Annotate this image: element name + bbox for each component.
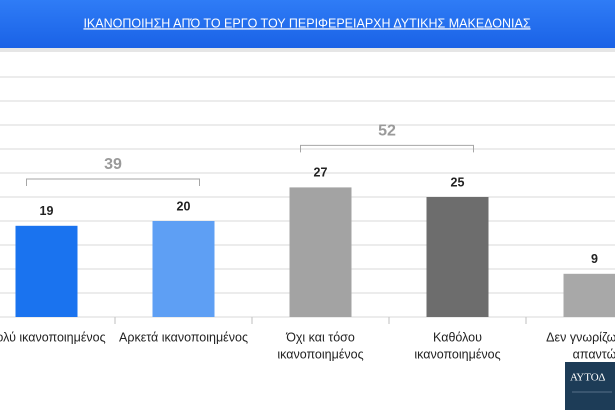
data-label: 25 — [451, 175, 465, 189]
x-tick-label: Όχι και τόσο — [285, 330, 355, 344]
logo: ΑΥΤΟΔ — [570, 372, 605, 384]
data-label: 20 — [177, 199, 191, 213]
x-tick-label: ικανοποιημένος — [277, 347, 363, 361]
group-bracket — [300, 144, 474, 153]
x-tick-label: Δεν γνωρίζω/ Δεν — [546, 330, 615, 344]
x-tick-label: ικανοποιημένος — [414, 347, 500, 361]
bar — [289, 187, 352, 317]
group-bracket — [26, 178, 200, 186]
group-total: 39 — [104, 156, 122, 173]
x-tick-label: Καθόλου — [433, 330, 482, 344]
data-label: 9 — [591, 252, 598, 266]
header-bar — [0, 0, 615, 48]
x-tick-label: Αρκετά ικανοποιημένος — [119, 330, 248, 344]
header-shadow — [0, 48, 615, 52]
logo-box — [565, 362, 615, 410]
bar — [15, 225, 78, 317]
chart-title: ΙΚΑΝΟΠΟΙΗΣΗ ΑΠΌ ΤΟ ΕΡΓΟ ΤΟΥ ΠΕΡΙΦΕΡΕΙΑΡΧ… — [83, 16, 530, 30]
data-label: 19 — [40, 204, 54, 218]
data-label: 27 — [314, 166, 328, 180]
x-tick-label: Πολύ ικανοποιημένος — [0, 330, 106, 344]
x-tick-label: απαντώ — [573, 347, 615, 361]
bar — [426, 197, 489, 317]
bar — [563, 273, 615, 317]
plot: 19 Πολύ ικανοποιημένος 20 Αρκετά ικανοποιημ… — [0, 76, 615, 361]
group-total: 52 — [378, 123, 396, 140]
bar — [152, 221, 215, 317]
